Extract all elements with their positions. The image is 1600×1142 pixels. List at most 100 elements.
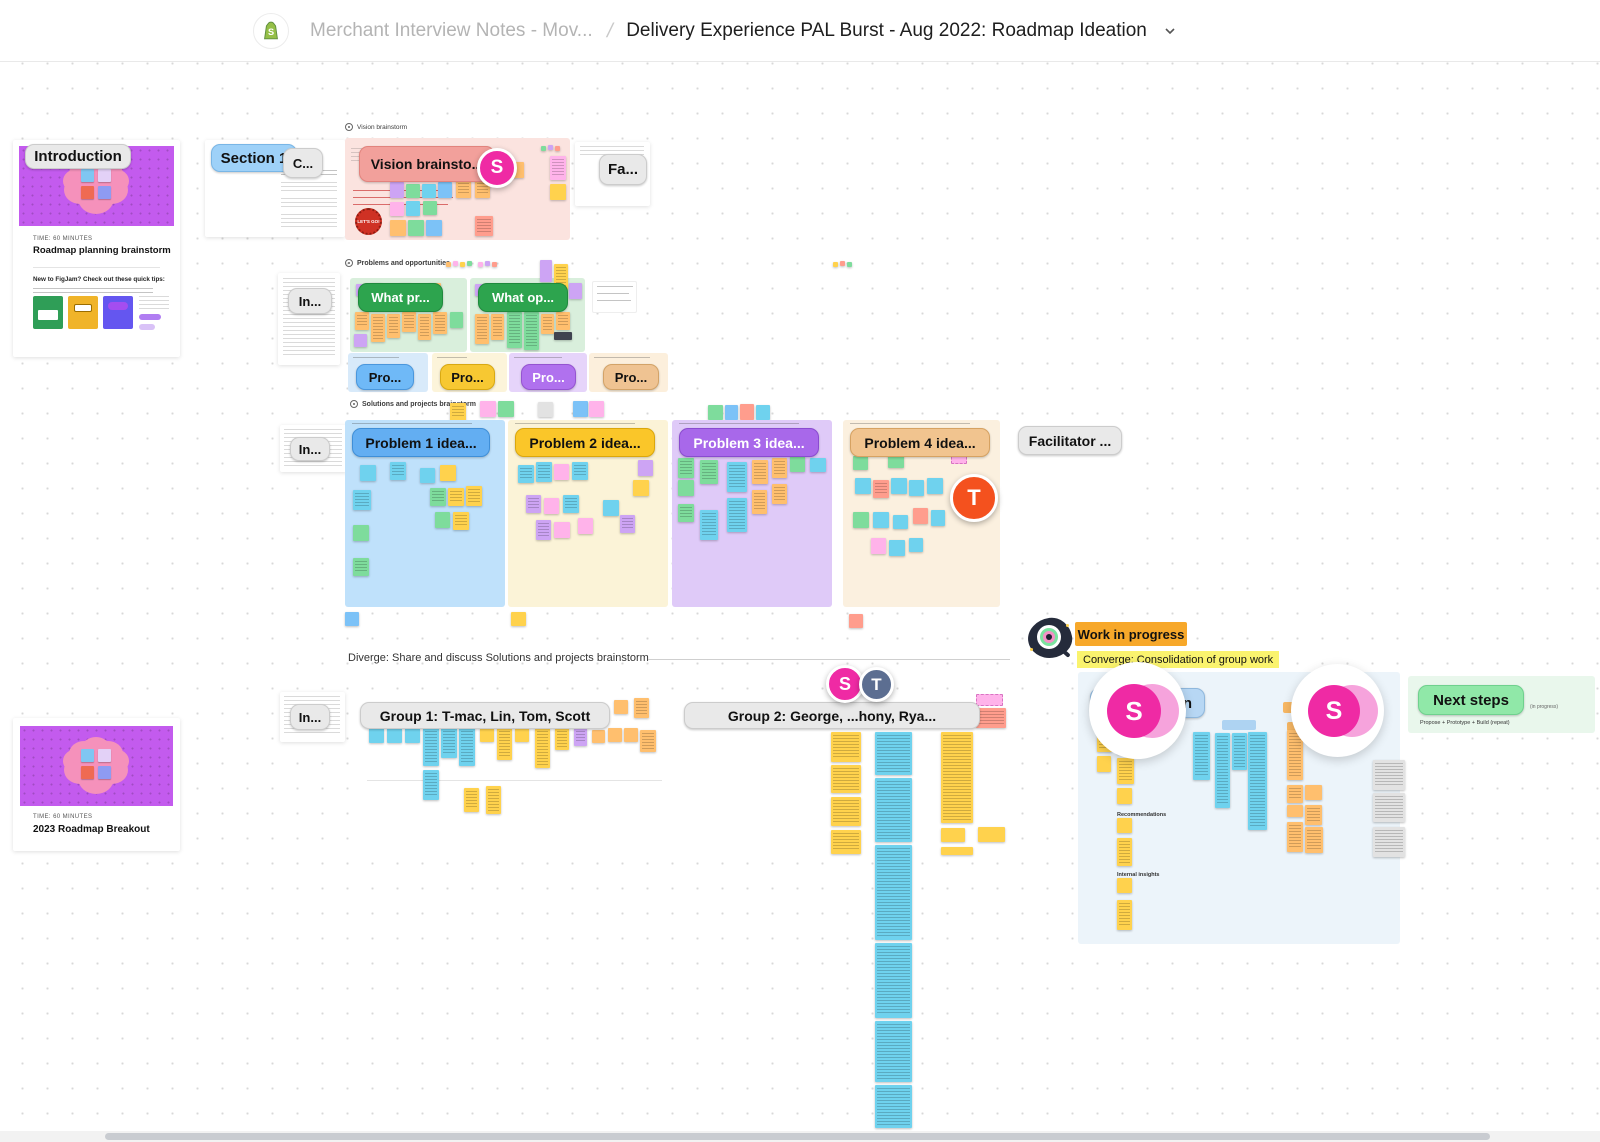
sticky-note[interactable] (1117, 878, 1132, 893)
fa-card[interactable]: Fa... (575, 142, 650, 206)
sticky-note[interactable] (875, 732, 912, 775)
sticky-note[interactable] (840, 261, 845, 266)
sticky-note[interactable] (515, 728, 529, 742)
sticky-note[interactable] (855, 478, 871, 494)
sticky-note[interactable] (353, 525, 369, 541)
sticky-note[interactable] (526, 495, 541, 513)
sticky-note[interactable] (511, 612, 526, 626)
section1-pill[interactable]: Section 1 (211, 144, 297, 172)
sticky-note[interactable] (833, 262, 838, 267)
sticky-note[interactable] (875, 943, 912, 1018)
sticky-note[interactable] (624, 728, 638, 742)
sticky-note[interactable] (460, 262, 465, 267)
sticky-note[interactable] (354, 334, 367, 347)
sticky-note[interactable] (453, 261, 458, 266)
group2-pill[interactable]: Group 2: George, ...hony, Rya... (684, 702, 980, 729)
sticky-note[interactable] (589, 401, 604, 417)
sticky-note[interactable] (752, 460, 768, 484)
sticky-note[interactable] (875, 1021, 912, 1082)
sticky-note[interactable] (572, 462, 588, 480)
sticky-note[interactable] (422, 184, 436, 198)
sticky-note[interactable] (406, 201, 420, 216)
vision-panel[interactable]: Vision brainsto... LET'S GO! (345, 138, 570, 240)
sticky-note[interactable] (871, 538, 886, 554)
facilitator-pill[interactable]: Facilitator ... (1018, 426, 1122, 455)
sticky-note[interactable] (889, 540, 905, 556)
sticky-note[interactable] (387, 728, 402, 743)
instructions-card-2[interactable]: In... (280, 425, 347, 472)
sticky-note[interactable] (345, 612, 359, 626)
sticky-note[interactable] (450, 312, 463, 328)
sticky-note[interactable] (497, 728, 512, 760)
group2-panel[interactable]: Group 2: George, ...hony, Rya... (676, 692, 1008, 857)
sticky-note[interactable] (640, 730, 656, 752)
sticky-note[interactable] (475, 216, 493, 236)
sticky-note[interactable] (1117, 838, 1132, 866)
sticky-note[interactable] (478, 262, 483, 267)
sticky-note[interactable] (638, 460, 653, 476)
sticky-note[interactable] (438, 182, 452, 198)
sticky-note[interactable] (1373, 760, 1405, 790)
in-pill-1[interactable]: In... (288, 288, 332, 314)
sticky-note[interactable] (891, 478, 907, 494)
sticky-note[interactable] (875, 845, 912, 940)
next-steps-panel[interactable]: Next steps (in progress) Propose + Proto… (1408, 676, 1595, 733)
sticky-note[interactable] (853, 456, 868, 470)
whiteboard-canvas[interactable]: Introduction TIME: 60 MINUTES Roadmap pl… (0, 62, 1600, 1142)
sticky-note[interactable] (831, 797, 861, 826)
problem-strip-4[interactable]: Pro... (589, 353, 668, 392)
in-pill-3[interactable]: In... (290, 704, 330, 730)
sticky-note[interactable] (450, 403, 466, 421)
sticky-note[interactable] (353, 558, 369, 576)
sticky-note[interactable] (831, 732, 861, 762)
horizontal-scrollbar-thumb[interactable] (105, 1133, 1490, 1140)
sticky-note[interactable] (1117, 758, 1134, 784)
sticky-note[interactable] (978, 827, 1005, 842)
sticky-note[interactable] (535, 728, 550, 768)
sticky-note[interactable] (485, 261, 490, 266)
sticky-note[interactable] (433, 312, 447, 334)
introduction-pill[interactable]: Introduction (25, 144, 131, 169)
sticky-note[interactable] (491, 314, 504, 340)
sticky-note[interactable] (555, 728, 569, 750)
sticky-note[interactable] (810, 458, 826, 472)
sticky-note[interactable] (435, 512, 450, 528)
sticky-note[interactable] (875, 1085, 912, 1128)
sticky-note[interactable] (453, 512, 469, 530)
sticky-note[interactable] (1373, 793, 1405, 822)
sticky-note[interactable] (725, 405, 738, 420)
sticky-note[interactable] (369, 728, 384, 743)
sticky-note[interactable] (423, 728, 439, 766)
sticky-note[interactable] (480, 401, 496, 417)
sticky-note[interactable] (448, 488, 464, 506)
sticky-note[interactable] (1097, 756, 1111, 772)
sticky-note[interactable] (592, 730, 605, 743)
sticky-note[interactable] (464, 788, 479, 812)
group1-panel[interactable]: Group 1: T-mac, Lin, Tom, Scott (352, 692, 675, 857)
sticky-note[interactable] (355, 312, 369, 330)
sticky-note[interactable] (486, 786, 501, 814)
problem4-pill[interactable]: Problem 4 idea... (850, 428, 990, 457)
sticky-note[interactable] (740, 404, 754, 420)
sticky-note[interactable] (893, 515, 908, 529)
sticky-note[interactable] (554, 464, 569, 480)
sticky-note[interactable] (480, 728, 494, 742)
sticky-note[interactable] (727, 462, 747, 492)
problems-panel-left[interactable]: What pr... (350, 278, 467, 352)
sticky-note[interactable] (538, 402, 553, 417)
sticky-note[interactable] (544, 498, 559, 514)
sticky-note[interactable] (441, 728, 457, 758)
breadcrumb-parent[interactable]: Merchant Interview Notes - Mov... (310, 20, 593, 41)
sticky-note[interactable] (620, 515, 635, 533)
instructions-card-3[interactable]: In... (280, 692, 345, 742)
sticky-note[interactable] (634, 698, 649, 718)
sticky-note[interactable] (700, 460, 718, 484)
sticky-note[interactable] (456, 180, 471, 198)
problem3-panel[interactable]: Problem 3 idea... (672, 420, 832, 607)
sticky-note[interactable] (406, 184, 420, 198)
sticky-note[interactable] (1248, 732, 1267, 830)
sticky-note[interactable] (467, 261, 472, 266)
sticky-note[interactable] (536, 462, 552, 482)
sticky-note[interactable] (353, 490, 371, 510)
sticky-note[interactable] (678, 504, 694, 522)
